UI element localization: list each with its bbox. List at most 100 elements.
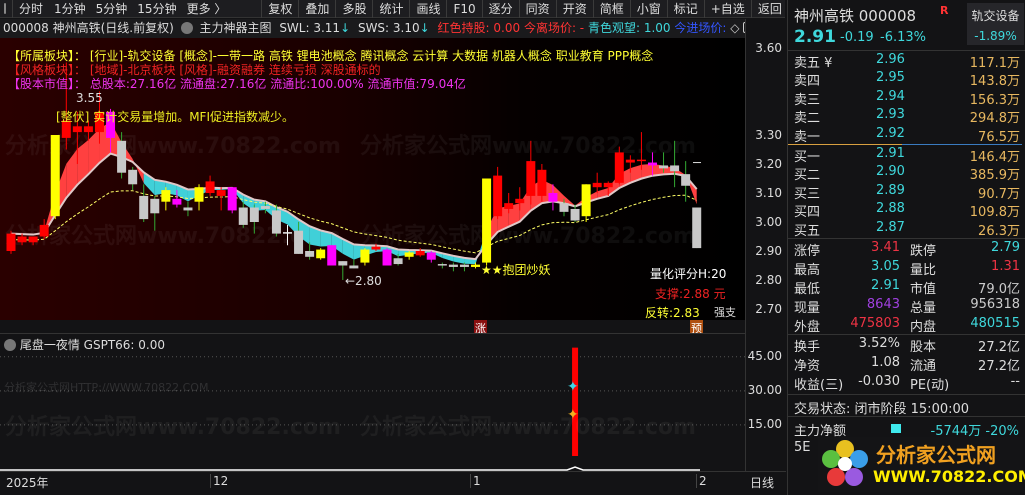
candle <box>570 204 580 222</box>
orderbook-row[interactable]: 卖三 2.94 156.3万 <box>788 89 1025 108</box>
candle <box>603 181 613 196</box>
toolbar-button[interactable]: 小窗 <box>629 0 667 18</box>
period-more-tab[interactable]: 更多 〉 <box>186 2 227 16</box>
orderbook-row[interactable]: 卖二 2.93 294.8万 <box>788 107 1025 126</box>
stat-row: 现量 8643 总量 956318 <box>788 297 1025 316</box>
lower-indicator-panel[interactable]: ✦ ✦ 尾盘一夜情 GSPT66: 0.00 分析家公式网HTTP://WWW.7… <box>0 333 745 471</box>
toolbar-button[interactable]: 统计 <box>372 0 409 18</box>
watermark: 分析家公式网www.70822.com <box>5 224 341 249</box>
indicator-name[interactable]: 主力神器主图 <box>199 21 272 35</box>
candle <box>227 187 237 214</box>
red-hold-value: 红色持股: 0.00 <box>437 21 521 35</box>
orderbook-row[interactable]: 买一 2.91 146.4万 <box>788 146 1025 165</box>
signal-line: [整伏] 实计交易量增加。MFI促进指数减少。 <box>56 110 294 124</box>
diamond-icon[interactable]: ◇ <box>730 21 740 35</box>
limit-up-marker: 涨 <box>474 320 487 336</box>
y-tick: 45.00 <box>747 348 782 363</box>
butterfly-icon: ✦ <box>567 407 579 423</box>
y-tick: 2.70 <box>755 302 782 316</box>
level-price: 2.91 <box>876 146 905 161</box>
score-label: 量化评分H:20 <box>650 267 727 281</box>
sector-box[interactable]: 轨交设备 -1.89% <box>967 3 1024 45</box>
level-label: 买三 <box>794 186 821 202</box>
trade-status: 交易状态: 闭市阶段 15:00:00 <box>794 402 970 417</box>
candle <box>316 248 326 260</box>
candle <box>271 204 281 237</box>
toolbar-button[interactable]: 叠加 <box>298 0 335 18</box>
stat-row: 最高 3.05 量比 1.31 <box>788 259 1025 278</box>
toolbar-button[interactable]: F10 <box>446 0 481 18</box>
y-tick: 30.00 <box>747 382 782 397</box>
orderbook-row[interactable]: 买四 2.88 109.8万 <box>788 201 1025 220</box>
candle <box>614 146 624 185</box>
cyan-watch-value: 青色观望: 1.00 <box>587 21 671 35</box>
period-label[interactable]: 日线 <box>750 476 775 490</box>
candle <box>6 230 16 254</box>
toolbar-button[interactable]: 开资 <box>555 0 593 18</box>
stat-value: 1.31 <box>991 259 1020 274</box>
toolbar-button[interactable]: 逐分 <box>481 0 519 18</box>
main-chart[interactable]: 分析家公式网www.70822.com 分析家公式网www.70822.com … <box>0 38 745 320</box>
watermark: 分析家公式网www.70822.com <box>5 415 341 440</box>
toolbar-button[interactable]: 画线 <box>409 0 446 18</box>
candle <box>28 236 38 246</box>
candle <box>128 166 138 191</box>
orderbook-row[interactable]: 卖四 2.95 143.8万 <box>788 70 1025 89</box>
stat-label: 流通 <box>910 359 937 374</box>
stat-value: 3.52% <box>858 336 900 351</box>
candle <box>139 184 149 222</box>
level-label: 买五 <box>794 223 821 239</box>
ma-band-segment <box>342 239 354 260</box>
stat-label: 涨停 <box>794 244 821 259</box>
toolbar-button[interactable]: 标记 <box>666 0 704 18</box>
watermark: 分析家公式网www.70822.com <box>360 415 696 440</box>
toolbar-button[interactable]: 多股 <box>335 0 372 18</box>
x-tick: 2 <box>696 474 707 488</box>
indicator-dropdown-icon[interactable] <box>4 339 16 351</box>
period-1min-tab[interactable]: 1分钟 <box>54 2 86 16</box>
stat-label: PE(动) <box>910 378 950 393</box>
sws-value: SWS: 3.10 <box>357 21 420 35</box>
candle <box>459 262 469 272</box>
stat-row: 收益(三) -0.030 PE(动) -- <box>788 374 1025 393</box>
toolbar-button[interactable]: +自选 <box>703 0 751 18</box>
period-15min-tab[interactable]: 15分钟 <box>137 2 177 16</box>
candle <box>393 253 403 266</box>
orderbook-row[interactable]: 买三 2.89 90.7万 <box>788 183 1025 202</box>
swl-value: SWL: 3.11 <box>279 21 341 35</box>
toolbar-button[interactable]: 返回 <box>750 0 788 18</box>
stat-label: 总量 <box>910 301 937 316</box>
candle <box>371 243 381 251</box>
period-5min-tab[interactable]: 5分钟 <box>95 2 128 16</box>
indicator-dropdown-icon[interactable] <box>180 22 193 34</box>
toolbar-button[interactable]: 复权 <box>261 0 298 18</box>
candle <box>172 190 182 208</box>
level-label: 卖五 ¥ <box>794 56 833 71</box>
orderbook-row[interactable]: 卖五 ¥ 2.96 117.1万 <box>788 52 1025 71</box>
quote-panel: 神州高铁 000008 R 轨交设备 -1.89% 2.91 -0.19 -6.… <box>787 0 1025 495</box>
lower-indicator-plot: ✦✦ <box>0 347 745 471</box>
ma-band-segment <box>320 230 332 247</box>
toolbar-button[interactable]: 简框 <box>592 0 630 18</box>
stat-value: 27.2亿 <box>978 359 1020 374</box>
candle <box>581 184 591 222</box>
candle <box>327 245 337 266</box>
level-volume: 385.9万 <box>969 168 1020 184</box>
price-change-pct: -6.13% <box>880 30 926 45</box>
toolbar-button[interactable]: 同资 <box>518 0 556 18</box>
y-tick: 2.90 <box>755 244 782 258</box>
y-tick: 2.80 <box>755 273 782 287</box>
candle <box>106 108 116 153</box>
arrow-down-icon: ↓ <box>419 21 430 35</box>
capital-info: 【股本市值】： 总股本:27.16亿 流通盘:27.16亿 流通比:100.00… <box>8 77 466 91</box>
orderbook-row[interactable]: 卖一 2.92 76.5万 <box>788 126 1025 145</box>
ma-band-segment <box>77 139 89 185</box>
orderbook-row[interactable]: 买五 2.87 26.3万 <box>788 220 1025 239</box>
stat-value: 3.41 <box>871 240 900 255</box>
candle <box>194 184 204 211</box>
period-minute-tab[interactable]: 分时 <box>12 0 49 18</box>
panel-toggle-icon[interactable] <box>4 3 6 14</box>
candle <box>471 262 481 269</box>
orderbook-row[interactable]: 买二 2.90 385.9万 <box>788 164 1025 184</box>
candle <box>50 135 60 220</box>
